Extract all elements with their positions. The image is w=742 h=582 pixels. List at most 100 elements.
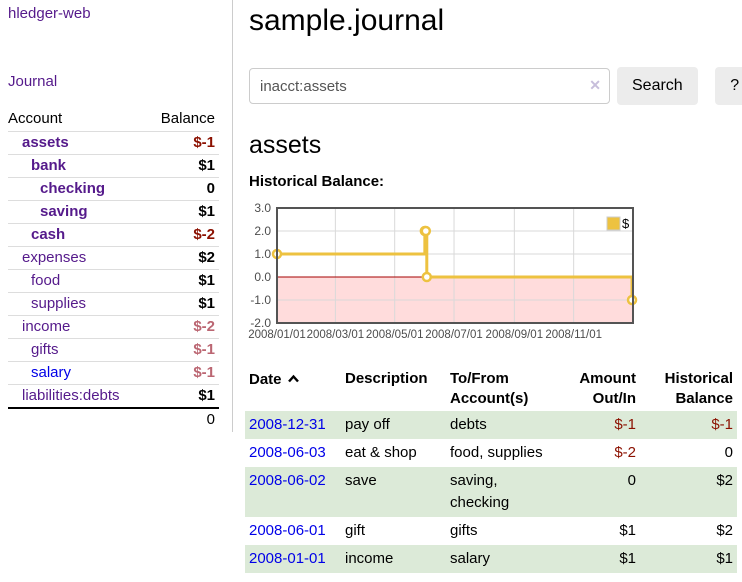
accounts-total-balance: 0: [8, 407, 219, 431]
account-balance: $2: [146, 246, 219, 270]
transaction-accounts: food, supplies: [450, 444, 543, 461]
transaction-description: gift: [345, 522, 366, 539]
main-content: sample.journal ✕ Search ? assets Histori…: [233, 0, 742, 573]
page-title: sample.journal: [249, 4, 445, 37]
accounts-header-account: Account: [8, 108, 147, 132]
account-link[interactable]: gifts: [31, 341, 59, 358]
account-link[interactable]: saving: [40, 203, 88, 220]
transaction-amount: $-1: [614, 416, 636, 433]
account-link[interactable]: salary: [31, 364, 72, 381]
account-balance: 0: [146, 177, 219, 201]
account-link[interactable]: assets: [22, 134, 69, 151]
account-balance: $-1: [146, 131, 219, 155]
transaction-amount: $-2: [614, 444, 636, 461]
data-point-marker: [420, 225, 432, 237]
accounts-table: Account Balance assets $-1 bank $1 check…: [8, 108, 219, 431]
transaction-row: 2008-06-01 gift gifts $1 $2: [245, 517, 737, 545]
account-heading: assets: [249, 131, 322, 159]
transaction-balance: $1: [716, 550, 733, 567]
transaction-row: 2008-06-02 save saving, checking 0 $2: [245, 467, 737, 517]
sidebar: hledger-web Journal Account Balance asse…: [0, 0, 233, 432]
account-row: income $-2: [8, 315, 219, 339]
account-row: checking 0: [8, 177, 219, 201]
account-row: assets $-1: [8, 131, 219, 155]
account-row: food $1: [8, 269, 219, 293]
transaction-date-link[interactable]: 2008-06-01: [249, 522, 326, 539]
account-row: expenses $2: [8, 246, 219, 270]
svg-text:-2.0: -2.0: [250, 316, 271, 330]
column-header-balance: Historical Balance: [664, 370, 733, 407]
account-balance: $-1: [146, 338, 219, 362]
search-input[interactable]: [249, 68, 610, 104]
transaction-amount: $1: [619, 522, 636, 539]
svg-text:2008/09/01: 2008/09/01: [486, 329, 544, 341]
sidebar-item-journal[interactable]: Journal: [8, 73, 58, 90]
historical-balance-chart[interactable]: $3.0 2.0 1.0 0.0 -1.0 -2.0 2008/01/01 2008/03/0…: [248, 201, 741, 344]
transaction-description: save: [345, 472, 377, 489]
plot-border: [276, 207, 634, 324]
account-balance: $-1: [146, 361, 219, 385]
transactions-table: Date Description To/From Account(s) Amou…: [245, 367, 737, 573]
account-balance: $1: [146, 292, 219, 316]
transaction-amount: $1: [619, 550, 636, 567]
transaction-accounts: gifts: [450, 522, 478, 539]
svg-text:3.0: 3.0: [254, 201, 271, 215]
account-balance: $-2: [146, 315, 219, 339]
data-point-marker: [421, 271, 433, 283]
column-header-description: Description: [345, 370, 428, 387]
account-balance: $-2: [146, 223, 219, 247]
account-link[interactable]: cash: [31, 226, 66, 243]
account-row: liabilities:debts $1: [8, 384, 219, 409]
account-balance: $1: [146, 384, 219, 409]
search-help-button[interactable]: ?: [714, 67, 742, 105]
accounts-header-row: Account Balance: [8, 108, 219, 132]
accounts-total-row: 0: [8, 407, 219, 431]
chart-title: Historical Balance:: [249, 173, 385, 190]
search-box: ✕: [249, 68, 610, 104]
account-link[interactable]: bank: [31, 157, 67, 174]
transaction-date-link[interactable]: 2008-12-31: [249, 416, 326, 433]
transaction-balance: $-1: [711, 416, 733, 433]
column-header-tofrom: To/From Account(s): [450, 370, 529, 407]
column-header-amount: Amount Out/In: [579, 370, 636, 407]
account-balance: $1: [146, 200, 219, 224]
transaction-date-link[interactable]: 2008-06-03: [249, 444, 326, 461]
account-row: supplies $1: [8, 292, 219, 316]
transactions-header-row: Date Description To/From Account(s) Amou…: [245, 367, 737, 411]
account-link[interactable]: food: [31, 272, 61, 289]
account-row: bank $1: [8, 154, 219, 178]
account-link[interactable]: income: [22, 318, 71, 335]
svg-text:2008/05/01: 2008/05/01: [366, 329, 424, 341]
transaction-description: income: [345, 550, 394, 567]
account-link[interactable]: expenses: [22, 249, 87, 266]
account-link[interactable]: checking: [40, 180, 106, 197]
account-balance: $1: [146, 154, 219, 178]
svg-text:2.0: 2.0: [254, 224, 271, 238]
account-balance: $1: [146, 269, 219, 293]
account-row: gifts $-1: [8, 338, 219, 362]
transaction-accounts: salary: [450, 550, 491, 567]
transaction-description: eat & shop: [345, 444, 417, 461]
chart-legend: $: [606, 216, 630, 231]
svg-text:2008/07/01: 2008/07/01: [425, 329, 483, 341]
svg-text:2008/03/01: 2008/03/01: [307, 329, 365, 341]
svg-text:2008/01/01: 2008/01/01: [248, 329, 306, 341]
sort-ascending-icon: [287, 369, 300, 389]
search-button[interactable]: Search: [617, 67, 698, 105]
clear-search-icon[interactable]: ✕: [589, 77, 601, 93]
account-row: cash $-2: [8, 223, 219, 247]
account-link[interactable]: supplies: [31, 295, 87, 312]
transaction-date-link[interactable]: 2008-01-01: [249, 550, 326, 567]
account-link[interactable]: liabilities:debts: [22, 387, 120, 404]
svg-text:-1.0: -1.0: [250, 293, 271, 307]
transaction-balance: $2: [716, 472, 733, 489]
column-header-date[interactable]: Date: [245, 367, 341, 411]
transaction-date-link[interactable]: 2008-06-02: [249, 472, 326, 489]
transaction-balance: 0: [724, 444, 733, 461]
account-row: salary $-1: [8, 361, 219, 385]
svg-text:0.0: 0.0: [254, 270, 271, 284]
brand-link[interactable]: hledger-web: [8, 5, 91, 22]
transaction-row: 2008-06-03 eat & shop food, supplies $-2…: [245, 439, 737, 467]
svg-text:1.0: 1.0: [254, 247, 271, 261]
